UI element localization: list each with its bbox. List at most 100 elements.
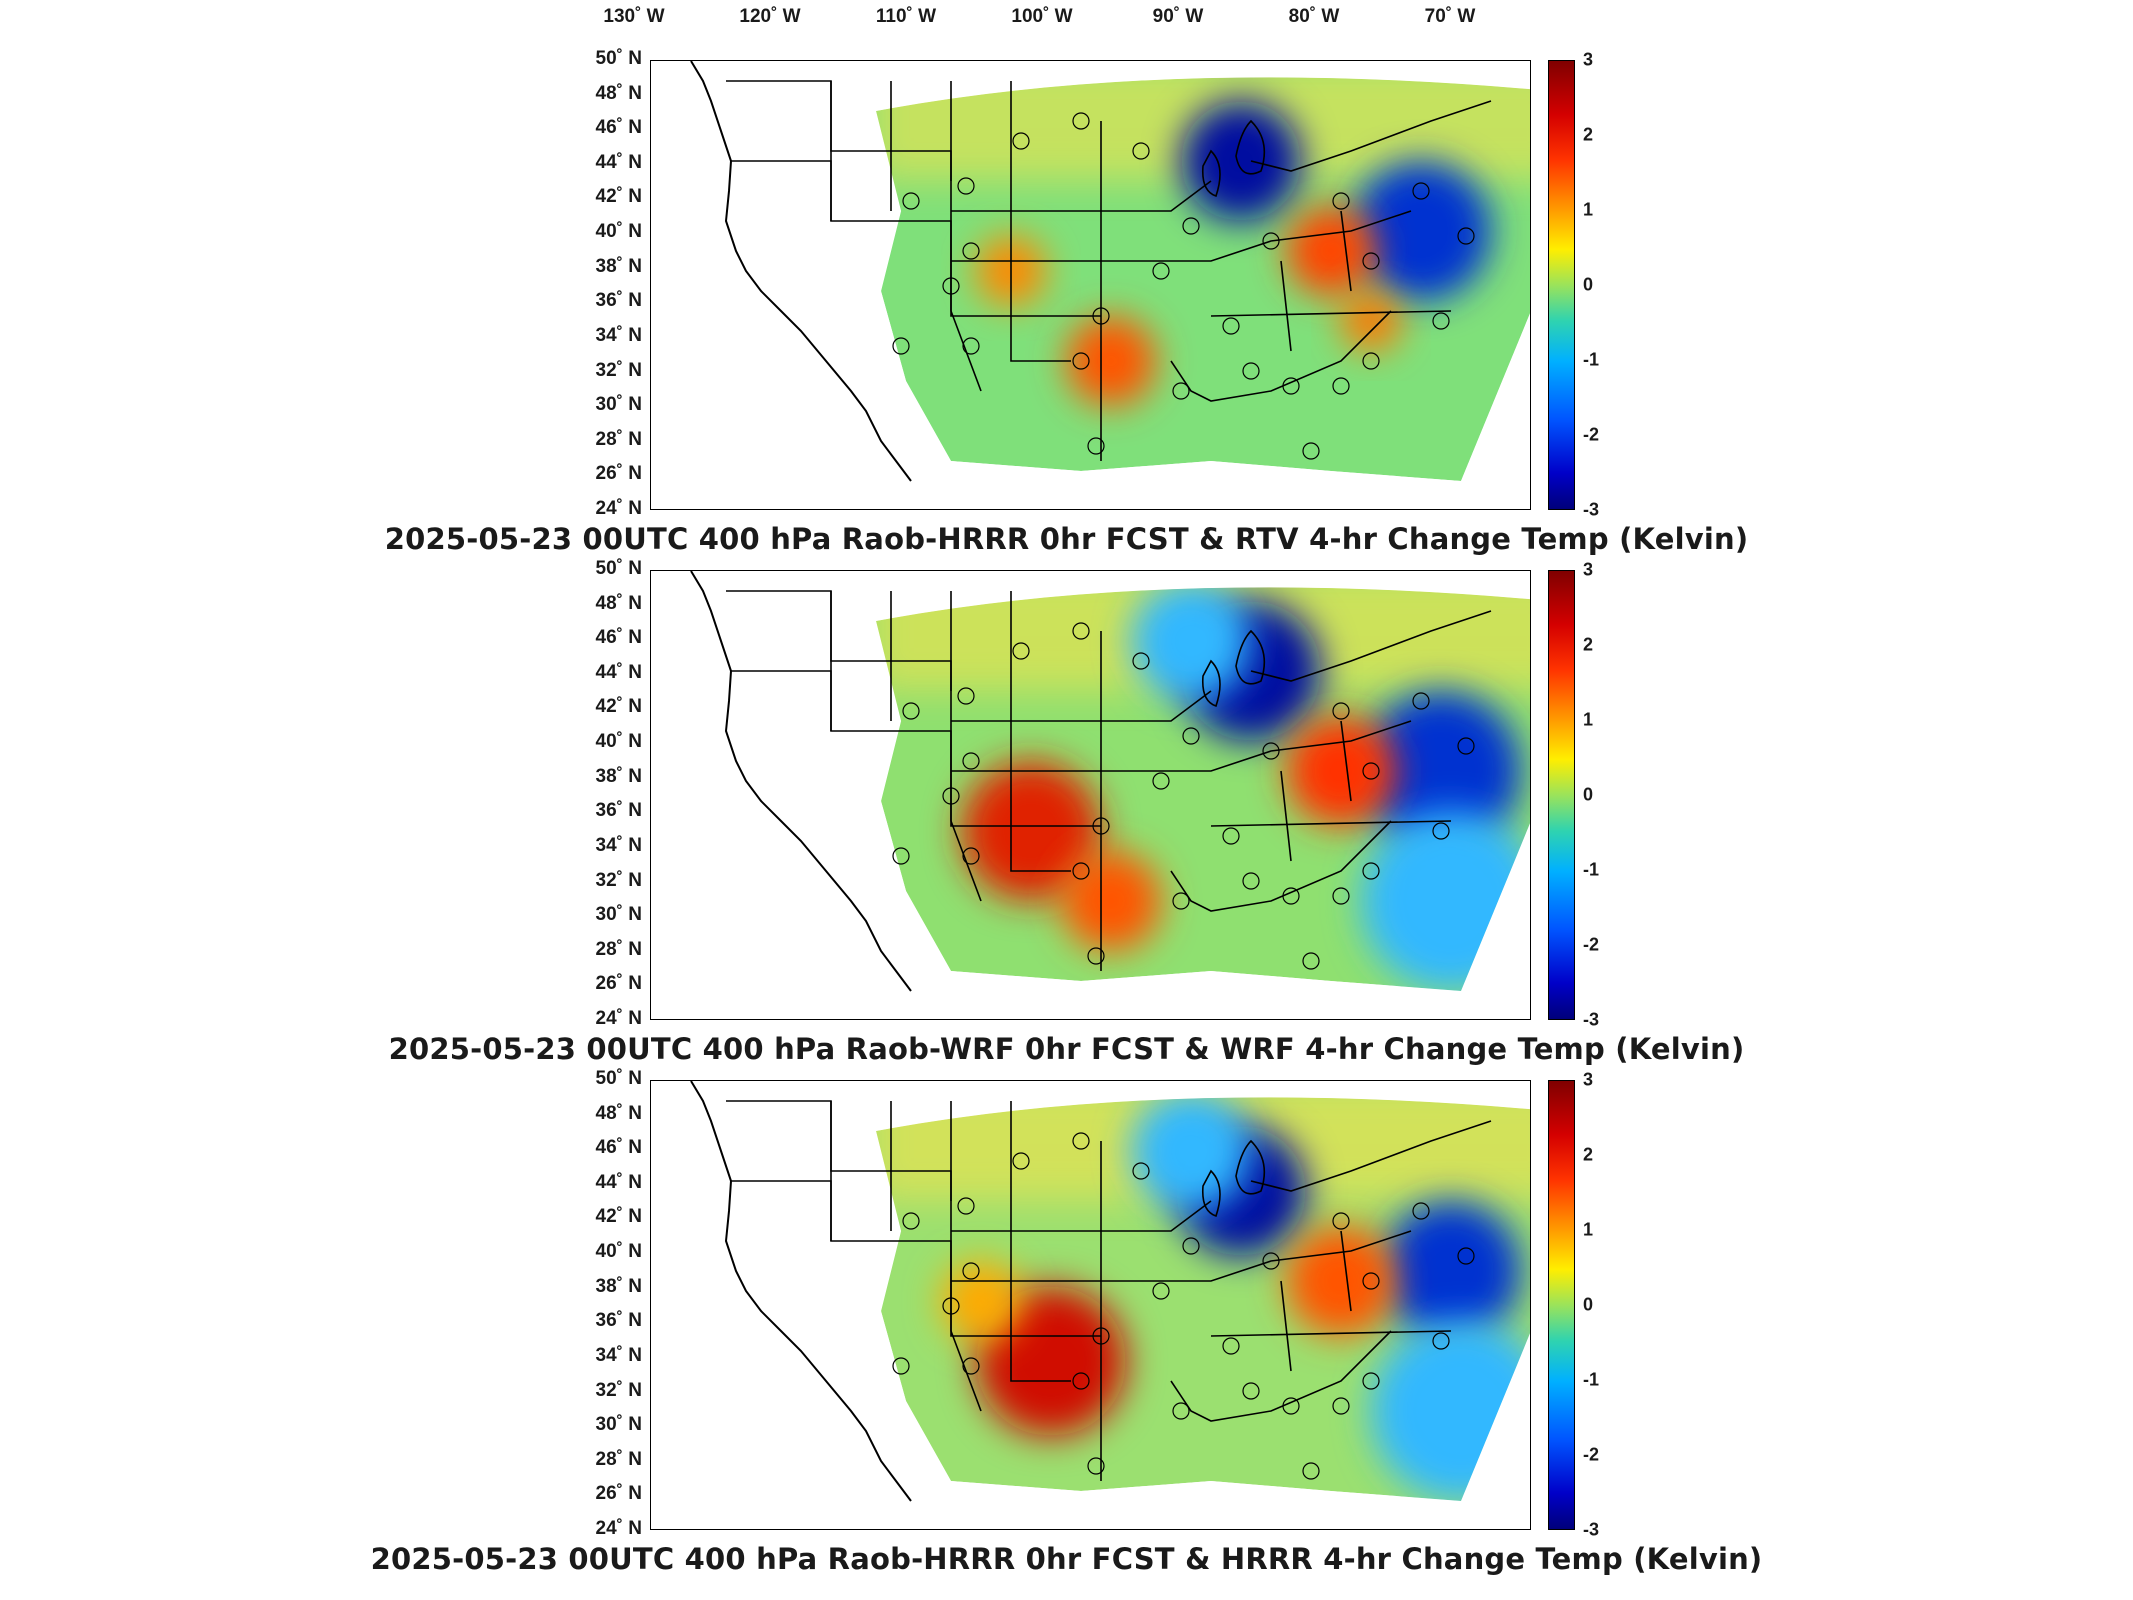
raob-station-marker (1262, 742, 1280, 760)
lat-label: 50˚ N (595, 48, 642, 69)
colorbar-tick-label: -3 (1583, 1009, 1600, 1030)
lat-label: 30˚ N (595, 394, 642, 416)
colorbar-tick-label: 3 (1583, 49, 1594, 70)
map-svg (690, 571, 1530, 992)
raob-station-marker (957, 687, 975, 705)
colorbar-tick-label: 1 (1583, 199, 1594, 220)
raob-station-marker (1012, 1152, 1030, 1170)
colorbar-tick-label: 1 (1583, 709, 1594, 730)
state-border (951, 1230, 1412, 1282)
raob-station-marker (962, 1357, 980, 1375)
temperature-anomaly (1341, 291, 1401, 351)
lat-label: 36˚ N (595, 800, 642, 822)
colorbar-tick-label: 3 (1583, 559, 1594, 580)
raob-station-marker (957, 1197, 975, 1215)
lat-label: 34˚ N (595, 1344, 642, 1366)
raob-station-marker (1332, 192, 1350, 210)
raob-station-marker (1152, 262, 1170, 280)
lat-label: 42˚ N (595, 696, 642, 718)
raob-station-marker (902, 192, 920, 210)
raob-station-marker (1262, 232, 1280, 250)
raob-station-marker (962, 847, 980, 865)
temperature-anomaly (1286, 1226, 1396, 1336)
state-border (1010, 591, 1071, 872)
state-border (1210, 820, 1452, 827)
raob-station-marker (1087, 947, 1105, 965)
lat-label: 36˚ N (595, 290, 642, 312)
lat-label: 40˚ N (595, 731, 642, 753)
lat-label: 44˚ N (595, 151, 642, 173)
lat-label: 46˚ N (595, 627, 642, 649)
colorbar-tick-label: -1 (1583, 859, 1600, 880)
lat-label: 46˚ N (595, 117, 642, 139)
lon-label: 70˚ W (1424, 6, 1476, 27)
raob-station-marker (902, 702, 920, 720)
temperature-anomaly (1286, 206, 1376, 296)
lat-label: 44˚ N (595, 1171, 642, 1193)
raob-station-marker (942, 1297, 960, 1315)
colorbar-tick-label: 2 (1583, 634, 1594, 655)
raob-station-marker (1432, 1332, 1450, 1350)
raob-station-marker (1072, 622, 1090, 640)
colorbar (1548, 570, 1575, 1020)
raob-station-marker (1332, 887, 1350, 905)
raob-station-marker (1242, 872, 1260, 890)
raob-station-marker (1072, 1132, 1090, 1150)
colorbar-tick-label: -1 (1583, 1369, 1600, 1390)
lon-label: 80˚ W (1288, 6, 1340, 27)
raob-station-marker (1242, 1382, 1260, 1400)
lon-label: 110˚ W (875, 6, 937, 27)
raob-station-marker (1262, 1252, 1280, 1270)
raob-station-marker (1182, 1237, 1200, 1255)
lat-label: 32˚ N (595, 869, 642, 891)
colorbar-tick-label: 0 (1583, 784, 1594, 805)
lat-label: 38˚ N (595, 765, 642, 787)
temperature-anomaly (941, 1261, 1021, 1341)
raob-station-marker (1092, 307, 1110, 325)
colorbar-tick-label: 0 (1583, 1294, 1594, 1315)
state-border (1340, 720, 1352, 802)
state-border (1010, 81, 1071, 362)
raob-station-marker (1302, 442, 1320, 460)
state-border (1210, 1330, 1452, 1337)
raob-station-marker (1457, 227, 1475, 245)
raob-station-marker (1412, 1202, 1430, 1220)
lat-label: 24˚ N (595, 498, 642, 519)
lat-label: 48˚ N (595, 82, 642, 104)
lat-label: 42˚ N (595, 186, 642, 208)
lat-label: 50˚ N (595, 1068, 642, 1089)
raob-station-marker (1412, 182, 1430, 200)
raob-station-marker (957, 177, 975, 195)
lat-label: 26˚ N (595, 463, 642, 485)
raob-station-marker (1432, 312, 1450, 330)
raob-station-marker (1412, 692, 1430, 710)
state-border (1250, 1120, 1492, 1192)
state-border (1210, 310, 1452, 317)
lat-label: 26˚ N (595, 1483, 642, 1505)
raob-station-marker (892, 1357, 910, 1375)
raob-station-marker (1432, 822, 1450, 840)
temperature-anomaly (1351, 161, 1491, 301)
lat-label: 44˚ N (595, 661, 642, 683)
coastline (690, 61, 912, 482)
raob-station-marker (942, 787, 960, 805)
longitude-axis: 130˚ W 120˚ W 110˚ W 100˚ W 90˚ W 80˚ W … (0, 6, 2133, 36)
lat-label: 46˚ N (595, 1137, 642, 1159)
raob-station-marker (1152, 1282, 1170, 1300)
raob-station-marker (1362, 1372, 1380, 1390)
raob-station-marker (1332, 1397, 1350, 1415)
raob-station-marker (1087, 437, 1105, 455)
raob-station-marker (1242, 362, 1260, 380)
map-caption: 2025-05-23 00UTC 400 hPa Raob-HRRR 0hr F… (384, 522, 1749, 556)
lat-label: 36˚ N (595, 1310, 642, 1332)
state-border (1250, 100, 1492, 172)
colorbar-tick-label: 2 (1583, 1144, 1594, 1165)
temperature-anomaly (1286, 716, 1396, 826)
colorbar-tick-label: -2 (1583, 1444, 1600, 1465)
lat-label: 28˚ N (595, 938, 642, 960)
lat-label: 24˚ N (595, 1518, 642, 1539)
great-lakes (1201, 1139, 1266, 1218)
state-border (951, 180, 1212, 212)
state-border (951, 720, 1412, 772)
lat-label: 30˚ N (595, 1414, 642, 1436)
